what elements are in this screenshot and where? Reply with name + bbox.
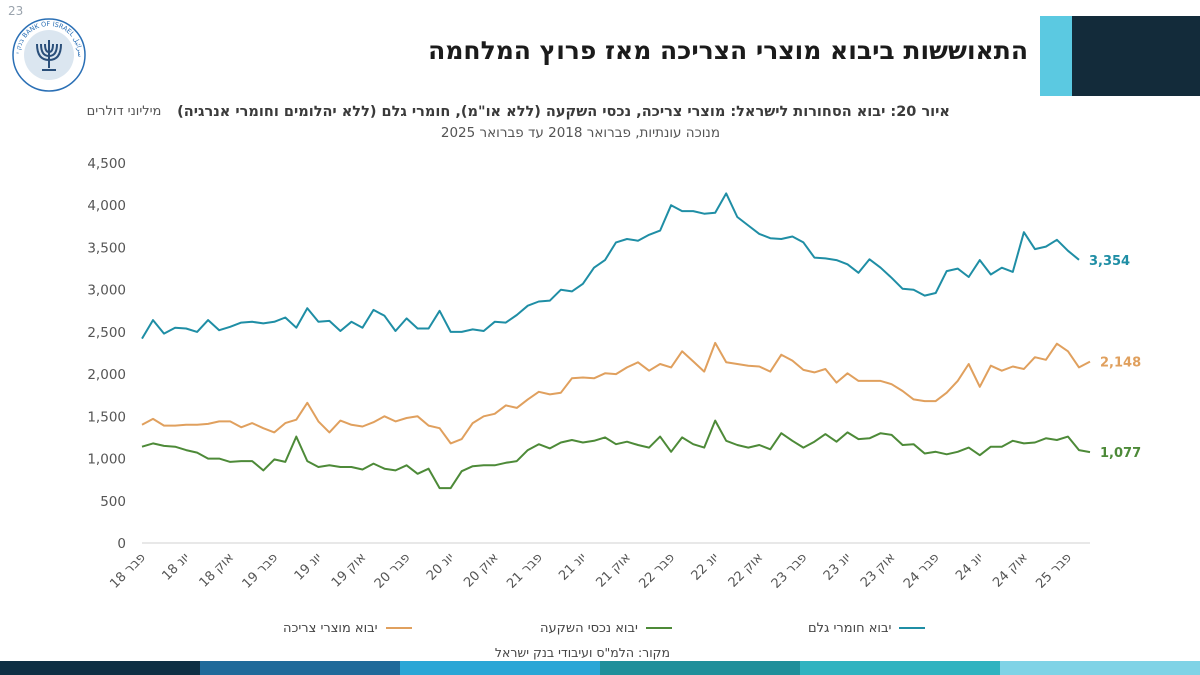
chart-subtitle: מנוכה עונתיות, פברואר 2018 עד פברואר 202…	[440, 125, 720, 141]
x-tick-label: אוק 23	[858, 550, 898, 590]
y-tick-label: 0	[117, 536, 126, 552]
header-dark-bar	[1072, 16, 1200, 96]
series-lines	[141, 192, 1091, 490]
y-axis-ticks: 0 500 1,000 1,500 2,000 2,500 3,000 3,500 4,000 4…	[87, 156, 126, 552]
footer-bar-segment	[1000, 661, 1200, 675]
legend-raw-swatch	[899, 627, 926, 629]
footer-bar-segment	[200, 661, 400, 675]
x-tick-label: אוק 22	[726, 550, 766, 590]
chart-title: איור 20: יבוא הסחורות לישראל: מוצרי צריכ…	[177, 104, 950, 120]
bank-of-israel-logo: בנק ישראל BANK OF ISRAEL بنك إسرائيل	[10, 16, 86, 92]
y-tick-label: 2,500	[87, 325, 126, 341]
x-tick-label: יונ 18	[159, 550, 193, 584]
header-accent-bar	[1040, 16, 1072, 96]
series-line-2	[141, 192, 1080, 340]
x-tick-label: אוק 20	[461, 550, 501, 590]
x-tick-label: פבר 20	[372, 550, 413, 591]
x-tick-label: פבר 18	[107, 550, 148, 591]
x-tick-label: יונ 21	[556, 550, 590, 584]
footer-bar-segment	[400, 661, 600, 675]
x-tick-label: פבר 25	[1033, 550, 1074, 591]
page-number: 23	[8, 4, 24, 18]
slide-title: התאוששות ביבוא מוצרי הצריכה מאז פרוץ המל…	[428, 36, 1028, 65]
y-tick-label: 1,500	[87, 409, 126, 425]
x-tick-label: פבר 19	[240, 550, 281, 591]
x-tick-label: פבר 21	[504, 550, 545, 591]
x-tick-label: אוק 18	[197, 550, 237, 590]
footer-bar-segment	[600, 661, 800, 675]
x-tick-label: פבר 23	[769, 550, 810, 591]
y-tick-label: 2,000	[87, 367, 126, 383]
legend-consumer: יבוא מוצרי צריכה	[283, 618, 412, 638]
y-tick-label: 3,500	[87, 240, 126, 256]
x-tick-label: אוק 24	[990, 550, 1030, 590]
legend-consumer-label: יבוא מוצרי צריכה	[283, 620, 378, 636]
x-tick-label: אוק 19	[329, 550, 369, 590]
series-end-label-2: 3,354	[1089, 254, 1130, 269]
x-tick-label: פבר 24	[901, 550, 942, 591]
legend-investment: יבוא נכסי השקעה	[540, 618, 672, 638]
y-tick-label: 500	[100, 494, 126, 510]
x-tick-label: יונ 24	[953, 550, 987, 584]
x-tick-label: יונ 23	[821, 550, 855, 584]
y-tick-label: 4,000	[87, 198, 126, 214]
x-tick-label: יונ 22	[689, 550, 723, 584]
y-axis-unit-label: מיליוני דולרים	[86, 104, 162, 119]
series-end-label-1: 1,077	[1100, 446, 1141, 461]
legend-investment-swatch	[645, 627, 672, 629]
x-tick-label: אוק 21	[593, 550, 633, 590]
legend-investment-label: יבוא נכסי השקעה	[540, 620, 638, 636]
legend-consumer-swatch	[385, 627, 412, 629]
legend-raw: יבוא חומרי גלם	[808, 618, 926, 638]
y-tick-label: 4,500	[87, 156, 126, 172]
y-tick-label: 1,000	[87, 452, 126, 468]
source-note: מקור: הלמ"ס ועיבודי בנק ישראל	[494, 645, 670, 660]
y-tick-label: 3,000	[87, 283, 126, 299]
footer-bar-segment	[0, 661, 200, 675]
x-tick-label: יונ 19	[292, 550, 326, 584]
series-line-0	[141, 341, 1091, 445]
x-tick-label: יונ 20	[424, 550, 458, 584]
footer-bar-segment	[800, 661, 1000, 675]
menorah-icon	[36, 40, 62, 71]
x-tick-label: פבר 22	[636, 550, 677, 591]
legend-raw-label: יבוא חומרי גלם	[808, 620, 892, 636]
series-end-label-0: 2,148	[1100, 356, 1141, 371]
series-line-1	[141, 419, 1091, 490]
series-end-labels: 2,148 1,077 3,354	[1089, 254, 1141, 461]
